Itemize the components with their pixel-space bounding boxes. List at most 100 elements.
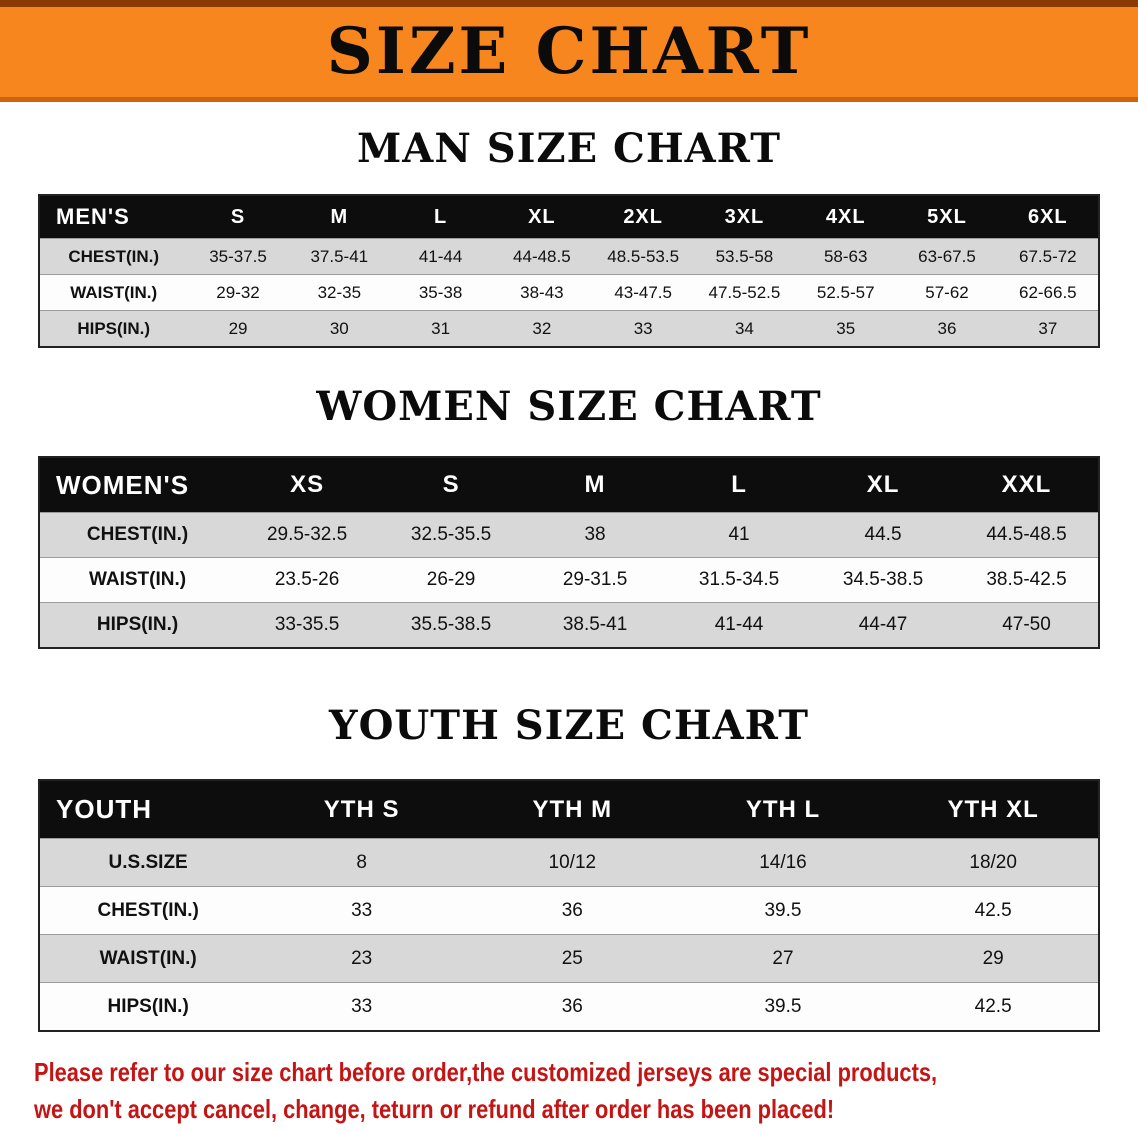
measurement-value: 29 [888, 934, 1099, 983]
measurement-value: 29.5-32.5 [235, 512, 380, 558]
size-column-header: M [288, 195, 390, 239]
measurement-value: 38.5-41 [523, 602, 668, 648]
size-column-header: S [187, 195, 289, 239]
size-column-header: XXL [955, 457, 1099, 513]
table-corner-label: MEN'S [39, 195, 188, 239]
measurement-value: 30 [288, 310, 390, 347]
size-column-header: 5XL [896, 195, 998, 239]
youth-size-chart-title: YOUTH SIZE CHART [329, 702, 809, 749]
measurement-value: 34 [693, 310, 796, 347]
header-row: MEN'S S M L XL 2XL 3XL 4XL 5XL 6XL [39, 195, 1099, 239]
measurement-row: WAIST(IN.) 29-32 32-35 35-38 38-43 43-47.5 47.… [39, 274, 1099, 311]
youth-size-chart-section: YOUTH SIZE CHART YOUTH YTH S YTH M YTH L YTH… [0, 703, 1138, 1032]
measurement-row: WAIST(IN.) 23 25 27 29 [39, 934, 1099, 983]
measurement-value: 38 [523, 512, 668, 558]
measurement-row: HIPS(IN.) 33-35.5 35.5-38.5 38.5-41 41-44 44-… [39, 602, 1099, 648]
measurement-value: 38-43 [491, 274, 593, 311]
youth-size-table-container: YOUTH YTH S YTH M YTH L YTH XL U.S.SIZE 8 10/12… [38, 779, 1100, 1032]
measurement-value: 42.5 [888, 982, 1099, 1031]
measurement-value: 32.5-35.5 [379, 512, 524, 558]
measurement-value: 27 [677, 934, 889, 983]
measurement-value: 23 [256, 934, 467, 983]
measurement-value: 39.5 [677, 982, 889, 1031]
measurement-value: 37 [997, 310, 1099, 347]
measurement-value: 23.5-26 [235, 557, 380, 603]
measurement-value: 14/16 [677, 838, 889, 887]
row-label: HIPS(IN.) [39, 310, 188, 347]
size-column-header: 3XL [693, 195, 796, 239]
measurement-value: 31 [389, 310, 492, 347]
youth-size-table: YOUTH YTH S YTH M YTH L YTH XL U.S.SIZE 8 10/12… [38, 779, 1100, 1032]
men-size-chart-title: MAN SIZE CHART [357, 125, 781, 172]
measurement-value: 38.5-42.5 [955, 557, 1099, 603]
size-column-header: YTH M [466, 780, 678, 839]
row-label: HIPS(IN.) [39, 982, 257, 1031]
row-label: CHEST(IN.) [39, 512, 236, 558]
measurement-value: 32 [491, 310, 593, 347]
measurement-value: 47-50 [955, 602, 1099, 648]
footer-notice: Please refer to our size chart before or… [0, 1054, 1138, 1128]
size-column-header: L [389, 195, 492, 239]
measurement-row: HIPS(IN.) 33 36 39.5 42.5 [39, 982, 1099, 1031]
men-size-table: MEN'S S M L XL 2XL 3XL 4XL 5XL 6XL CHEST(IN.) 35-37… [38, 194, 1100, 348]
row-label: HIPS(IN.) [39, 602, 236, 648]
measurement-value: 41-44 [389, 238, 492, 275]
measurement-value: 26-29 [379, 557, 524, 603]
measurement-value: 39.5 [677, 886, 889, 935]
measurement-value: 32-35 [288, 274, 390, 311]
measurement-value: 62-66.5 [997, 274, 1099, 311]
women-size-chart-section: WOMEN SIZE CHART WOMEN'S XS S M L XL XXL CHEST(… [0, 384, 1138, 649]
row-label: WAIST(IN.) [39, 274, 188, 311]
size-column-header: 2XL [592, 195, 694, 239]
measurement-value: 48.5-53.5 [592, 238, 694, 275]
size-column-header: YTH L [677, 780, 889, 839]
measurement-value: 35.5-38.5 [379, 602, 524, 648]
header-row: YOUTH YTH S YTH M YTH L YTH XL [39, 780, 1099, 839]
measurement-value: 33-35.5 [235, 602, 380, 648]
measurement-row: U.S.SIZE 8 10/12 14/16 18/20 [39, 838, 1099, 887]
size-column-header: XL [811, 457, 956, 513]
size-column-header: 4XL [795, 195, 897, 239]
row-label: U.S.SIZE [39, 838, 257, 887]
measurement-row: CHEST(IN.) 33 36 39.5 42.5 [39, 886, 1099, 935]
measurement-row: HIPS(IN.) 29 30 31 32 33 34 35 36 37 [39, 310, 1099, 347]
size-column-header: YTH XL [888, 780, 1099, 839]
measurement-value: 57-62 [896, 274, 998, 311]
measurement-value: 18/20 [888, 838, 1099, 887]
measurement-value: 10/12 [466, 838, 678, 887]
size-column-header: M [523, 457, 668, 513]
measurement-value: 44-48.5 [491, 238, 593, 275]
measurement-value: 44.5-48.5 [955, 512, 1099, 558]
banner-title: SIZE CHART [326, 14, 812, 89]
women-size-chart-title: WOMEN SIZE CHART [316, 383, 822, 430]
measurement-value: 33 [592, 310, 694, 347]
measurement-value: 36 [466, 982, 678, 1031]
measurement-value: 29-32 [187, 274, 289, 311]
measurement-value: 44-47 [811, 602, 956, 648]
measurement-value: 35 [795, 310, 897, 347]
size-chart-banner: SIZE CHART [0, 0, 1138, 102]
measurement-row: CHEST(IN.) 29.5-32.5 32.5-35.5 38 41 44.5 44.5… [39, 512, 1099, 558]
measurement-value: 36 [896, 310, 998, 347]
measurement-value: 63-67.5 [896, 238, 998, 275]
measurement-value: 33 [256, 886, 467, 935]
measurement-value: 41-44 [667, 602, 812, 648]
measurement-row: WAIST(IN.) 23.5-26 26-29 29-31.5 31.5-34.5 34… [39, 557, 1099, 603]
measurement-value: 29 [187, 310, 289, 347]
notice-line-1: Please refer to our size chart before or… [34, 1057, 938, 1087]
table-corner-label: YOUTH [39, 780, 257, 839]
measurement-value: 67.5-72 [997, 238, 1099, 275]
header-row: WOMEN'S XS S M L XL XXL [39, 457, 1099, 513]
measurement-value: 42.5 [888, 886, 1099, 935]
notice-line-2: we don't accept cancel, change, teturn o… [34, 1093, 835, 1124]
measurement-value: 8 [256, 838, 467, 887]
measurement-value: 35-37.5 [187, 238, 289, 275]
row-label: CHEST(IN.) [39, 238, 188, 275]
measurement-value: 41 [667, 512, 812, 558]
measurement-value: 31.5-34.5 [667, 557, 812, 603]
measurement-value: 37.5-41 [288, 238, 390, 275]
measurement-value: 35-38 [389, 274, 492, 311]
measurement-value: 44.5 [811, 512, 956, 558]
measurement-value: 33 [256, 982, 467, 1031]
